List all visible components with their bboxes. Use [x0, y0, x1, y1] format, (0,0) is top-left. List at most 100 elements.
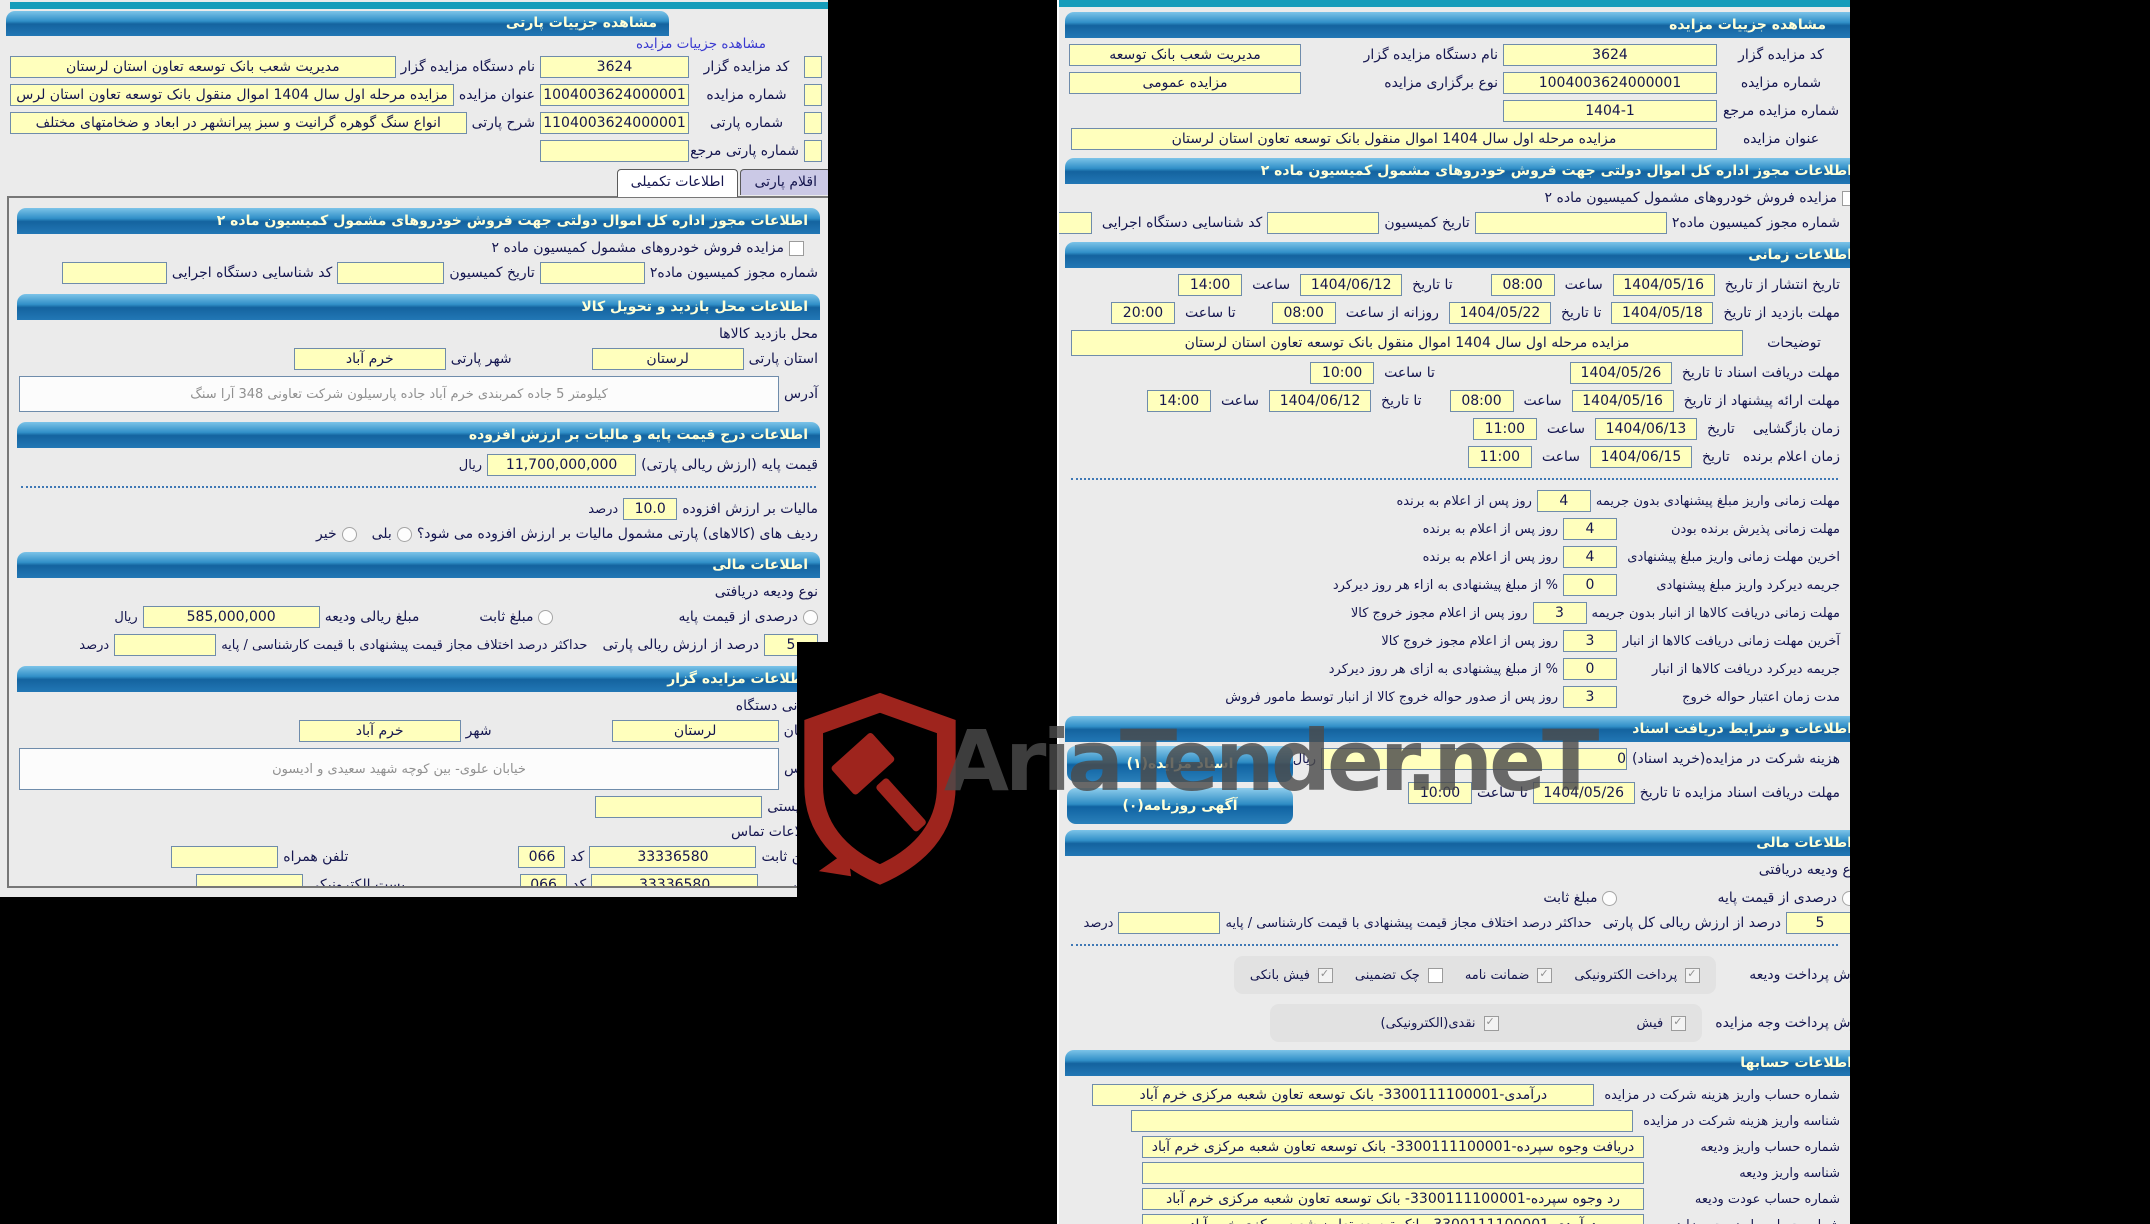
permit-date-field[interactable] [1267, 212, 1380, 234]
cash-electronic-checkbox[interactable] [1483, 1015, 1499, 1031]
auction-no-label: شماره مزایده [1740, 75, 1822, 91]
winner-time[interactable]: 11:00 [1467, 446, 1532, 468]
account-field[interactable]: درآمدی-3300111100001- بانک توسعه تعاون ش… [1142, 1214, 1644, 1224]
permit-no-field[interactable] [1474, 212, 1667, 234]
clipped-field[interactable] [804, 56, 822, 78]
auction-details-link[interactable]: مشاهده جزییات مزایده [635, 36, 766, 52]
clipped-field[interactable] [804, 84, 822, 106]
party-no-field[interactable]: 1104003624000001 [540, 112, 689, 134]
penalty-value-field[interactable]: 3 [1563, 630, 1617, 652]
max-diff-field[interactable] [1118, 912, 1221, 934]
permit-date-field[interactable] [337, 262, 445, 284]
notes-field[interactable]: مزایده مرحله اول سال 1404 اموال منقول با… [1071, 330, 1743, 356]
penalty-value-field[interactable]: 0 [1563, 658, 1617, 680]
commission-checkbox[interactable] [789, 240, 804, 256]
deposit-percent-radio[interactable] [1842, 890, 1850, 906]
area-code-field[interactable]: 066 [518, 846, 566, 868]
publish-to-time[interactable]: 14:00 [1178, 274, 1243, 296]
exec-id-field[interactable] [61, 262, 167, 284]
penalty-value-field[interactable]: 4 [1536, 490, 1591, 512]
auction-documents-button[interactable]: اسناد مزایده(۱) [1067, 746, 1293, 782]
winner-date[interactable]: 1404/06/15 [1589, 446, 1692, 468]
auction-docs-deadline-date[interactable]: 1404/05/26 [1532, 782, 1635, 804]
org-name-field[interactable]: مدیریت شعب بانک توسعه تعاون استان لرستان [10, 56, 396, 78]
participation-fee-field[interactable]: 0 [1321, 748, 1628, 770]
vat-no-radio[interactable] [341, 526, 357, 542]
publish-from-time[interactable]: 08:00 [1490, 274, 1555, 296]
auction-no-field[interactable]: 1004003624000001 [1503, 72, 1717, 94]
tab-party-items[interactable]: اقلام پارتی [740, 169, 828, 195]
visit-from-time[interactable]: 08:00 [1271, 302, 1336, 324]
publish-from-date[interactable]: 1404/05/16 [1612, 274, 1715, 296]
penalty-value-field[interactable]: 4 [1563, 546, 1617, 568]
deposit-fixed-radio[interactable] [538, 609, 554, 625]
exec-id-field[interactable] [1059, 212, 1092, 234]
deposit-percent-field[interactable]: 5 [1786, 912, 1850, 934]
offer-from-time[interactable]: 08:00 [1449, 390, 1514, 412]
deposit-percent-radio[interactable] [803, 609, 818, 625]
mobile-field[interactable] [171, 846, 279, 868]
opening-date[interactable]: 1404/06/13 [1594, 418, 1697, 440]
secured-check-checkbox[interactable] [1427, 967, 1443, 983]
offer-to-date[interactable]: 1404/06/12 [1269, 390, 1372, 412]
auction-title-field[interactable]: مزایده مرحله اول سال 1404 اموال منقول با… [10, 84, 454, 106]
bidder-code-field[interactable]: 3624 [540, 56, 689, 78]
electronic-payment-checkbox[interactable] [1685, 967, 1701, 983]
bidder-province-field[interactable]: لرستان [611, 720, 779, 742]
auction-docs-deadline-time[interactable]: 10:00 [1408, 782, 1473, 804]
bank-slip-checkbox[interactable] [1317, 967, 1333, 983]
bidder-city-field[interactable]: خرم آباد [298, 720, 461, 742]
party-city-field[interactable]: خرم آباد [293, 348, 446, 370]
penalty-value-field[interactable]: 0 [1563, 574, 1617, 596]
auction-type-field[interactable]: مزایده عمومی [1069, 72, 1301, 94]
tab-additional-info[interactable]: اطلاعات تکمیلی [616, 169, 739, 197]
visit-from-date[interactable]: 1404/05/18 [1611, 302, 1714, 324]
max-diff-field[interactable] [114, 634, 217, 656]
auction-title-field[interactable]: مزایده مرحله اول سال 1404 اموال منقول با… [1071, 128, 1717, 150]
party-desc-field[interactable]: انواع سنگ گوهره گرانیت و سبز پیرانشهر در… [10, 112, 467, 134]
bidder-address-field[interactable]: خیابان علوی- بین کوچه شهید سعیدی و ادیسو… [19, 748, 780, 790]
party-ref-field[interactable] [540, 140, 689, 162]
penalty-value-field[interactable]: 3 [1563, 686, 1617, 708]
org-name-field[interactable]: مدیریت شعب بانک توسعه [1069, 44, 1301, 66]
phone-field[interactable]: 33336580 [589, 846, 757, 868]
opening-time[interactable]: 11:00 [1472, 418, 1537, 440]
party-province-field[interactable]: لرستان [591, 348, 744, 370]
slip-checkbox[interactable] [1671, 1015, 1687, 1031]
commission-checkbox[interactable] [1842, 190, 1850, 206]
guarantee-checkbox[interactable] [1537, 967, 1553, 983]
email-field[interactable] [196, 874, 304, 886]
account-field[interactable] [1131, 1110, 1634, 1132]
clipped-field[interactable] [804, 140, 822, 162]
publish-to-date[interactable]: 1404/06/12 [1300, 274, 1403, 296]
base-price-field[interactable]: 11,700,000,000 [487, 454, 637, 476]
visit-to-date[interactable]: 1404/05/22 [1448, 302, 1551, 324]
auction-no-field[interactable]: 1004003624000001 [540, 84, 689, 106]
clipped-field[interactable] [804, 112, 822, 134]
newspaper-ad-button[interactable]: آگهی روزنامه(۰) [1067, 788, 1293, 824]
offer-to-time[interactable]: 14:00 [1146, 390, 1211, 412]
permit-no-field[interactable] [539, 262, 645, 284]
account-field[interactable]: دریافت وجوه سپرده-3300111100001- بانک تو… [1142, 1136, 1644, 1158]
fax-field[interactable]: 33336580 [591, 874, 759, 886]
docs-deadline-time[interactable]: 10:00 [1310, 362, 1375, 384]
account-field[interactable]: درآمدی-3300111100001- بانک توسعه تعاون ش… [1092, 1084, 1595, 1106]
offer-from-date[interactable]: 1404/05/16 [1571, 390, 1674, 412]
docs-deadline-date[interactable]: 1404/05/26 [1569, 362, 1672, 384]
penalty-row: مهلت زمانی پذیرش برنده بودن 4 روز پس از … [1069, 518, 1840, 540]
account-field[interactable]: رد وجوه سپرده-3300111100001- بانک توسعه … [1142, 1188, 1644, 1210]
auction-ref-field[interactable]: 1404-1 [1503, 100, 1717, 122]
visit-to-time[interactable]: 20:00 [1110, 302, 1175, 324]
penalty-suffix: روز پس از اعلام به برنده [1422, 521, 1558, 537]
fax-code-field[interactable]: 066 [520, 874, 568, 886]
vat-yes-radio[interactable] [396, 526, 412, 542]
deposit-fixed-radio[interactable] [1602, 890, 1618, 906]
postal-code-field[interactable] [595, 796, 763, 818]
penalty-value-field[interactable]: 3 [1532, 602, 1587, 624]
penalty-value-field[interactable]: 4 [1563, 518, 1617, 540]
deposit-amount-field[interactable]: 585,000,000 [142, 606, 320, 628]
visit-address-field[interactable]: کیلومتر 5 جاده کمربندی خرم آباد جاده پار… [19, 376, 780, 412]
account-field[interactable] [1142, 1162, 1644, 1184]
bidder-code-field[interactable]: 3624 [1503, 44, 1717, 66]
vat-field[interactable]: 10.0 [623, 498, 678, 520]
